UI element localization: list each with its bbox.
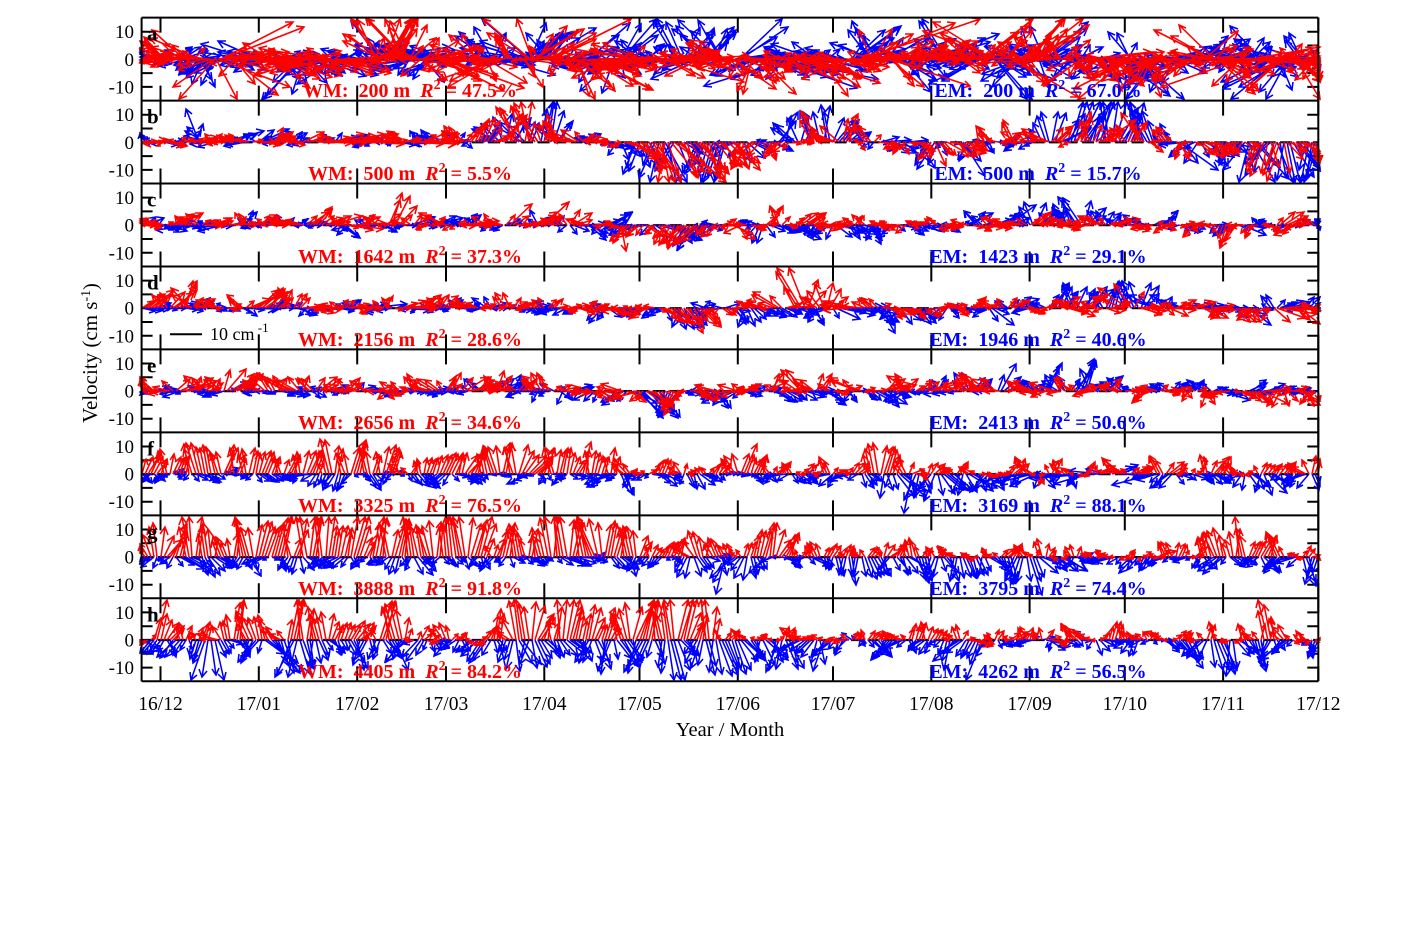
svg-text:0: 0 (125, 216, 135, 237)
svg-text:17/11: 17/11 (1201, 694, 1245, 715)
svg-text:e: e (147, 353, 156, 377)
svg-text:17/07: 17/07 (811, 694, 856, 715)
svg-text:EM: 3795 m R2 = 74.4%: EM: 3795 m R2 = 74.4% (929, 576, 1146, 600)
svg-text:EM: 4262 m R2 = 56.5%: EM: 4262 m R2 = 56.5% (929, 659, 1146, 683)
svg-text:Year / Month: Year / Month (676, 719, 784, 741)
svg-text:10: 10 (115, 437, 134, 458)
svg-text:17/03: 17/03 (424, 694, 468, 715)
svg-text:10: 10 (115, 271, 134, 292)
svg-text:EM: 500 m R2 = 15.7%: EM: 500 m R2 = 15.7% (934, 161, 1141, 185)
svg-text:10: 10 (115, 603, 134, 624)
svg-text:g: g (147, 519, 158, 543)
svg-text:EM: 1946 m R2 = 40.6%: EM: 1946 m R2 = 40.6% (929, 327, 1146, 351)
svg-text:WM: 3888 m R2 = 91.8%: WM: 3888 m R2 = 91.8% (298, 576, 522, 600)
svg-text:EM: 3169 m R2 = 88.1%: EM: 3169 m R2 = 88.1% (929, 493, 1146, 517)
svg-text:EM: 200 m R2 = 67.0%: EM: 200 m R2 = 67.0% (934, 78, 1141, 102)
svg-text:f: f (147, 436, 155, 460)
svg-text:-10: -10 (109, 160, 134, 181)
svg-text:0: 0 (125, 631, 135, 652)
svg-text:16/12: 16/12 (138, 694, 182, 715)
svg-text:10: 10 (115, 22, 134, 43)
svg-text:WM: 200 m R2 = 47.5%: WM: 200 m R2 = 47.5% (303, 78, 517, 102)
svg-text:d: d (147, 271, 159, 295)
svg-text:h: h (147, 602, 159, 626)
svg-text:17/08: 17/08 (909, 694, 953, 715)
svg-text:10: 10 (115, 188, 134, 209)
svg-text:WM: 2156 m R2 = 28.6%: WM: 2156 m R2 = 28.6% (298, 327, 522, 351)
svg-text:10: 10 (115, 105, 134, 126)
svg-text:c: c (147, 188, 156, 212)
svg-text:-10: -10 (109, 409, 134, 430)
svg-text:EM: 2413 m R2 = 50.6%: EM: 2413 m R2 = 50.6% (929, 410, 1146, 434)
svg-text:0: 0 (125, 133, 135, 154)
svg-text:-10: -10 (109, 575, 134, 596)
svg-text:-10: -10 (109, 326, 134, 347)
svg-text:17/01: 17/01 (237, 694, 281, 715)
svg-text:Velocity (cm s-1): Velocity (cm s-1) (78, 283, 102, 423)
svg-text:-10: -10 (109, 492, 134, 513)
svg-text:-10: -10 (109, 243, 134, 264)
svg-text:b: b (147, 105, 159, 129)
svg-text:17/09: 17/09 (1007, 694, 1051, 715)
svg-text:WM: 500 m R2 = 5.5%: WM: 500 m R2 = 5.5% (308, 161, 512, 185)
svg-text:17/10: 17/10 (1103, 694, 1147, 715)
svg-text:17/12: 17/12 (1296, 694, 1340, 715)
svg-text:-10: -10 (109, 77, 134, 98)
svg-text:10: 10 (115, 354, 134, 375)
svg-text:10: 10 (115, 520, 134, 541)
svg-text:0: 0 (125, 382, 135, 403)
svg-text:WM: 1642 m R2 = 37.3%: WM: 1642 m R2 = 37.3% (298, 244, 522, 268)
svg-text:a: a (147, 22, 158, 46)
svg-text:-10: -10 (109, 658, 134, 679)
svg-text:WM: 2656 m R2 = 34.6%: WM: 2656 m R2 = 34.6% (298, 410, 522, 434)
svg-text:17/05: 17/05 (617, 694, 661, 715)
svg-text:0: 0 (125, 465, 135, 486)
svg-text:EM: 1423 m R2 = 29.1%: EM: 1423 m R2 = 29.1% (929, 244, 1146, 268)
svg-text:WM: 4405 m R2 = 84.2%: WM: 4405 m R2 = 84.2% (298, 659, 522, 683)
svg-text:17/04: 17/04 (522, 694, 567, 715)
svg-text:0: 0 (125, 50, 135, 71)
svg-text:17/02: 17/02 (335, 694, 379, 715)
svg-text:0: 0 (125, 299, 135, 320)
svg-text:WM: 3325 m R2 = 76.5%: WM: 3325 m R2 = 76.5% (298, 493, 522, 517)
svg-text:17/06: 17/06 (716, 694, 761, 715)
svg-text:0: 0 (125, 548, 135, 569)
